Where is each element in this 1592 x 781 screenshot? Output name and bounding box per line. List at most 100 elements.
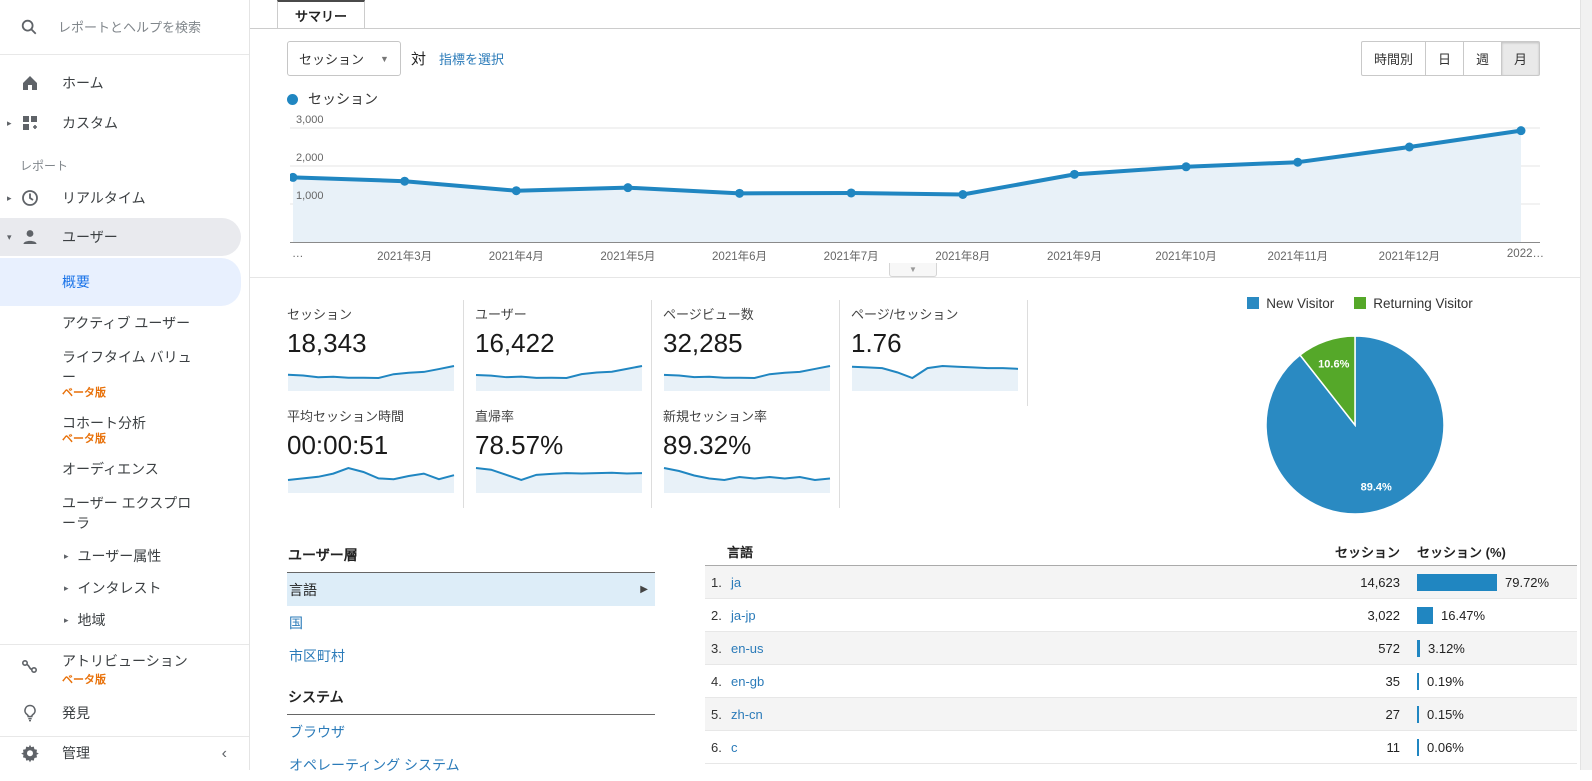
sidebar-collapse-button[interactable]: ‹ <box>0 736 249 770</box>
sidebar-item-admin[interactable]: 管理 <box>0 733 249 773</box>
granularity-week-button[interactable]: 週 <box>1463 41 1502 76</box>
rank-label: 3. <box>711 640 722 656</box>
sparkline <box>663 467 831 493</box>
sidebar-item-label: ユーザー <box>62 229 118 245</box>
sidebar-item-audiences[interactable]: オーディエンス <box>62 461 159 477</box>
table-row: 3. en-us 572 3.12% <box>705 632 1577 665</box>
tab-summary[interactable]: サマリー <box>277 0 366 28</box>
expand-caret-icon[interactable]: ▸ <box>64 550 69 561</box>
dimension-picker-panel: ユーザー層 言語 ▶ 国 市区町村 システム ブラウザ オペレーティング システ… <box>287 538 655 781</box>
rank-label: 2. <box>711 607 722 623</box>
scorecard-avg-session-duration[interactable]: 平均セッション時間 00:00:51 <box>287 402 464 508</box>
scorecard-value: 18,343 <box>287 328 367 358</box>
timeline-collapse-handle[interactable]: ▼ <box>889 263 937 277</box>
sidebar-item-geo[interactable]: ▸ 地域 <box>64 604 249 636</box>
sidebar-search[interactable] <box>0 0 249 55</box>
search-input[interactable] <box>56 18 225 36</box>
percent-label: 16.47% <box>1441 607 1486 623</box>
sidebar-item-custom[interactable]: ▸ カスタム <box>0 103 249 143</box>
expand-caret-icon[interactable]: ▸ <box>64 582 69 593</box>
chevron-down-icon: ▼ <box>909 265 917 274</box>
dimension-os[interactable]: オペレーティング システム <box>289 756 460 773</box>
sidebar-item-home[interactable]: ホーム <box>0 63 249 103</box>
table-row: 2. ja-jp 3,022 16.47% <box>705 599 1577 632</box>
panel-header-system: システム <box>287 680 655 715</box>
language-link[interactable]: ja <box>731 574 742 590</box>
language-link[interactable]: ja-jp <box>731 607 756 623</box>
sidebar-item-lifetime-value[interactable]: ライフタイム バリュー <box>62 349 192 385</box>
main-content: サマリー セッション ▼ 対 指標を選択 時間別 日 週 月 セッション 3,0… <box>250 0 1592 773</box>
table-body: 1. ja 14,623 79.72% 2. ja-jp 3,022 16.47% 3. en-u… <box>705 566 1577 764</box>
sidebar-item-label: カスタム <box>62 115 118 131</box>
sidebar-item-user-explorer[interactable]: ユーザー エクスプローラ <box>62 495 192 531</box>
language-link[interactable]: en-gb <box>731 673 765 689</box>
svg-text:10.6%: 10.6% <box>1318 359 1349 371</box>
legend-label: セッション <box>308 91 378 107</box>
table-row: 4. en-gb 35 0.19% <box>705 665 1577 698</box>
sidebar-item-active-users[interactable]: アクティブ ユーザー <box>62 315 191 331</box>
y-tick-2000: 2,000 <box>296 152 324 164</box>
language-link[interactable]: c <box>731 739 738 755</box>
x-axis-label: 2021年7月 <box>823 251 879 263</box>
expand-caret-icon[interactable]: ▸ <box>7 192 12 203</box>
scorecard-label: ユーザー <box>475 307 527 322</box>
beta-badge: ベータ版 <box>62 433 106 445</box>
sessions-pct-cell: 79.72% <box>1400 573 1577 591</box>
scorecard-label: セッション <box>287 307 353 322</box>
x-axis-label: 2022… <box>1506 248 1544 260</box>
language-cell: 5. zh-cn <box>705 707 1305 722</box>
sidebar-item-demographics[interactable]: ▸ ユーザー属性 <box>64 540 249 572</box>
granularity-month-button[interactable]: 月 <box>1501 41 1540 76</box>
search-icon <box>21 19 37 35</box>
sidebar-item-cohort[interactable]: コホート分析 <box>62 415 146 431</box>
metric-selector-dropdown[interactable]: セッション ▼ <box>287 41 401 76</box>
sidebar-item-user[interactable]: ▾ ユーザー <box>0 218 241 256</box>
language-link[interactable]: en-us <box>731 640 764 656</box>
granularity-toggle: 時間別 日 週 月 <box>1360 41 1540 76</box>
legend-new-visitor: New Visitor <box>1247 296 1334 311</box>
expand-caret-icon[interactable]: ▸ <box>7 117 12 128</box>
scorecard-label: ページ/セッション <box>851 307 959 322</box>
scorecard-value: 1.76 <box>851 328 902 358</box>
col-header-sessions[interactable]: セッション <box>1334 545 1400 560</box>
dimension-language[interactable]: 言語 ▶ <box>287 573 655 606</box>
scorecard-sessions[interactable]: セッション 18,343 <box>287 300 464 406</box>
granularity-day-button[interactable]: 日 <box>1425 41 1464 76</box>
sessions-line-chart[interactable]: 3,000 2,000 1,000 <box>288 113 1540 245</box>
sidebar-item-overview[interactable]: 概要 <box>0 258 241 306</box>
page-scrollbar[interactable] <box>1580 0 1592 770</box>
scorecard-bounce-rate[interactable]: 直帰率 78.57% <box>475 402 652 508</box>
sidebar-item-realtime[interactable]: ▸ リアルタイム <box>0 178 249 218</box>
sessions-cell: 14,623 <box>1360 574 1400 590</box>
scorecard-value: 78.57% <box>475 430 564 460</box>
x-axis-label: 2021年10月 <box>1155 251 1217 263</box>
sidebar-item-discover[interactable]: 発見 <box>0 693 249 733</box>
scorecard-new-sessions[interactable]: 新規セッション率 89.32% <box>663 402 840 508</box>
lightbulb-icon <box>24 704 36 722</box>
rank-label: 5. <box>711 706 722 722</box>
col-header-sessions-pct[interactable]: セッション (%) <box>1417 545 1506 560</box>
col-header-language[interactable]: 言語 <box>727 545 754 560</box>
sidebar-item-interests[interactable]: ▸ インタレスト <box>64 572 249 604</box>
sidebar-item-attribution[interactable]: アトリビューション <box>0 645 249 674</box>
sparkline <box>663 365 831 391</box>
language-link[interactable]: zh-cn <box>731 706 763 722</box>
chart-legend: セッション <box>287 89 378 109</box>
collapse-caret-icon[interactable]: ▾ <box>7 231 12 242</box>
dimension-browser[interactable]: ブラウザ <box>289 723 345 740</box>
dimension-city[interactable]: 市区町村 <box>289 647 345 664</box>
svg-text:89.4%: 89.4% <box>1361 481 1392 493</box>
panel-header-demographics: ユーザー層 <box>287 538 655 573</box>
scorecard-pageviews[interactable]: ページビュー数 32,285 <box>663 300 840 406</box>
visitor-type-pie-chart[interactable]: 89.4% 10.6% <box>1260 330 1450 520</box>
scorecard-pages-per-session[interactable]: ページ/セッション 1.76 <box>851 300 1028 406</box>
dimension-country[interactable]: 国 <box>289 614 303 631</box>
select-metric-link[interactable]: 指標を選択 <box>438 52 504 67</box>
language-cell: 2. ja-jp <box>705 608 1305 623</box>
scorecard-users[interactable]: ユーザー 16,422 <box>475 300 652 406</box>
scorecard-label: 直帰率 <box>475 409 515 424</box>
sessions-pct-cell: 0.15% <box>1400 705 1577 723</box>
granularity-hourly-button[interactable]: 時間別 <box>1360 41 1426 76</box>
expand-caret-icon[interactable]: ▸ <box>64 614 69 625</box>
table-row: 6. c 11 0.06% <box>705 731 1577 764</box>
